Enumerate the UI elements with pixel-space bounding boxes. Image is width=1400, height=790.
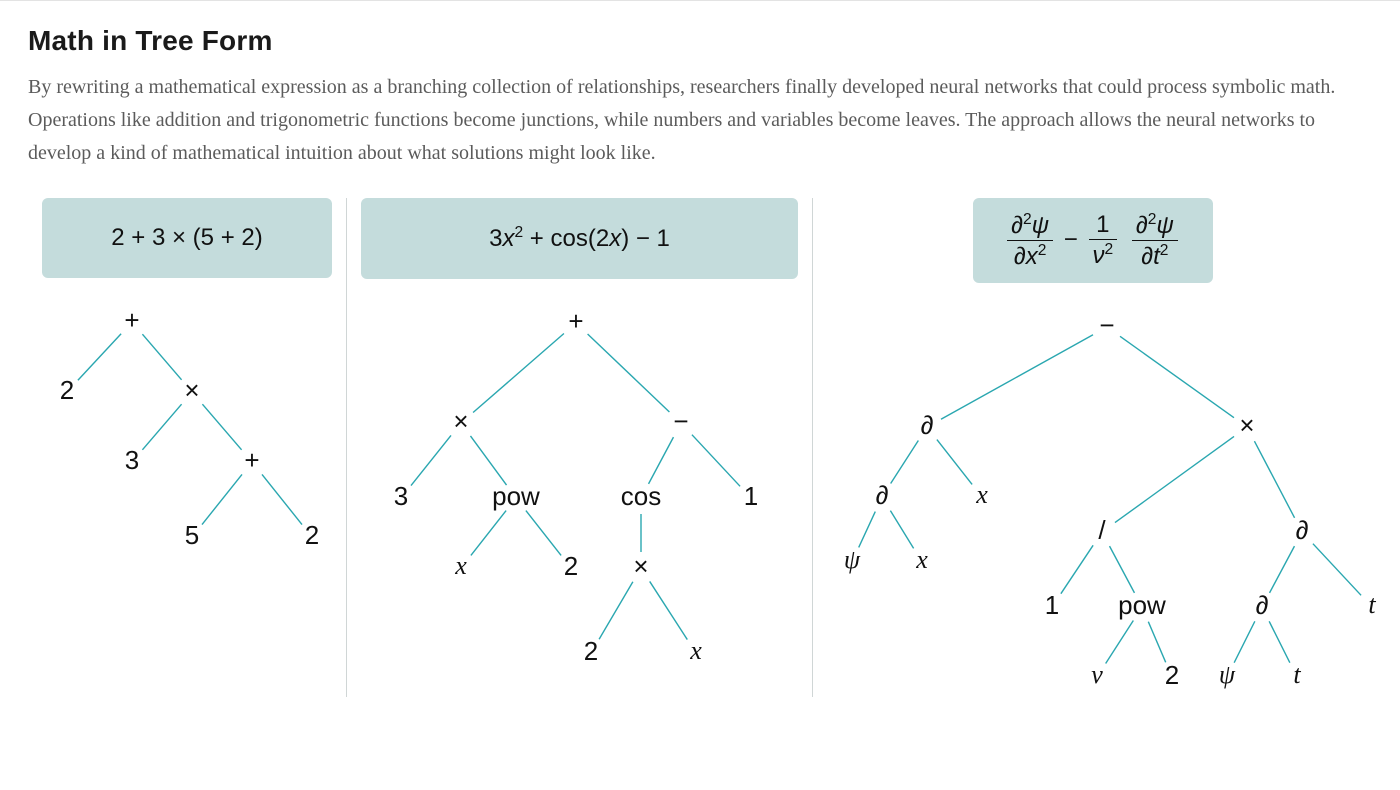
tree-node: x [915,545,928,574]
tree-node: cos [621,481,661,511]
tree-node: ∂ [921,410,934,440]
tree-edge [891,440,919,483]
tree-edge [1270,546,1295,593]
formula-trig: 3x2 + cos(2x) − 1 [361,198,798,279]
tree-node: 1 [744,481,758,511]
tree-edge [471,511,506,556]
tree-edge [202,474,242,524]
tree-edge [599,582,633,639]
tree-edge [1061,545,1093,593]
tree-node: × [633,551,648,581]
tree-edge [937,440,972,485]
tree-edge [526,511,561,556]
tree-node: 3 [394,481,408,511]
tree-node: t [1368,590,1376,619]
tree-node: x [454,551,467,580]
page-title: Math in Tree Form [28,25,1372,57]
tree-edge [142,334,181,380]
tree-node: ν [1091,660,1103,689]
tree-edge [411,435,451,485]
tree-node: + [124,305,139,335]
tree-edge [1110,546,1135,593]
tree-node: t [1293,660,1301,689]
tree-node: pow [1118,590,1166,620]
tree-node: 2 [305,520,319,550]
tree-edge [890,511,913,549]
tree-edge [1106,620,1134,663]
tree-edge [1269,621,1290,662]
tree-node: − [673,406,688,436]
page-description: By rewriting a mathematical expression a… [28,71,1368,170]
tree-node: × [453,406,468,436]
tree-edge [262,474,302,524]
tree-node: × [1239,410,1254,440]
tree-node: − [1099,310,1114,340]
tree-node: / [1098,515,1106,545]
tree-edge [470,436,506,485]
tree-node: + [244,445,259,475]
tree-node: 1 [1045,590,1059,620]
tree-edge [941,335,1093,419]
tree-trig: + × − 3 pow cos 1 x 2 × 2 x [361,293,791,693]
tree-edge [78,334,121,381]
tree-node: ∂ [1296,515,1309,545]
panels: 2 + 3 × (5 + 2) +2 × 3 +5 2 3x2 + cos(2x) − 1 +… [28,198,1372,697]
formula-pde: ∂2ψ∂x2 − 1ν2 ∂2ψ∂t2 [973,198,1213,283]
tree-edge [1120,336,1234,417]
tree-edge [588,334,670,412]
tree-node: ψ [844,545,861,574]
tree-arith: +2 × 3 +5 2 [42,292,332,572]
tree-edge [142,404,181,450]
tree-edge [1148,622,1165,663]
tree-node: pow [492,481,540,511]
tree-node: ∂ [1256,590,1269,620]
tree-node: ∂ [876,480,889,510]
tree-edge [202,404,241,450]
tree-node: 2 [60,375,74,405]
tree-node: 2 [1165,660,1179,690]
formula-arith: 2 + 3 × (5 + 2) [42,198,332,278]
panel-arith: 2 + 3 × (5 + 2) +2 × 3 +5 2 [28,198,346,697]
tree-edge [859,512,876,548]
tree-edge [649,437,674,484]
tree-node: ψ [1219,660,1236,689]
tree-edge [1313,544,1361,596]
tree-node: x [689,636,702,665]
tree-node: 5 [185,520,199,550]
tree-node: + [568,306,583,336]
tree-edge [1115,436,1234,522]
tree-node: 3 [125,445,139,475]
tree-edge [473,333,564,412]
tree-node: × [184,375,199,405]
tree-edge [1234,621,1255,662]
panel-pde: ∂2ψ∂x2 − 1ν2 ∂2ψ∂t2−∂×∂xψx/∂1pow∂tν2ψt [812,198,1372,697]
tree-node: x [975,480,988,509]
tree-node: 2 [564,551,578,581]
panel-trig: 3x2 + cos(2x) − 1 + × − 3 pow cos 1 x 2 × 2 x [346,198,812,697]
tree-edge [650,581,688,639]
tree-pde: − ∂ × ∂ x ψ x / ∂ 1 pow ∂ t ν 2 ψ t [827,297,1387,697]
tree-edge [692,435,740,487]
tree-edge [1254,441,1294,518]
tree-node: 2 [584,636,598,666]
